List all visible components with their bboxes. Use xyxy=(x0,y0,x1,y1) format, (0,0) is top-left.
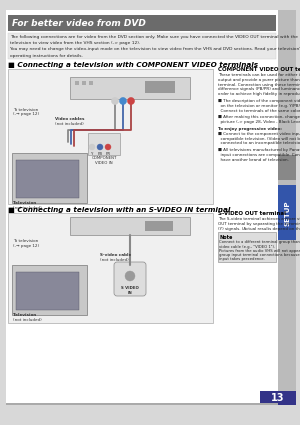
Bar xyxy=(12,265,87,315)
Circle shape xyxy=(119,97,127,105)
Bar xyxy=(8,213,213,323)
Text: have another brand of television.: have another brand of television. xyxy=(218,158,289,162)
Text: S-VIDEO OUT terminal: S-VIDEO OUT terminal xyxy=(218,211,286,216)
FancyBboxPatch shape xyxy=(114,262,146,296)
Text: (not included): (not included) xyxy=(100,258,129,262)
Text: S-video cable: S-video cable xyxy=(100,253,131,257)
Text: Television: Television xyxy=(13,201,36,205)
Circle shape xyxy=(105,144,111,150)
Text: SETUP: SETUP xyxy=(284,200,290,226)
Text: operating instructions for details.: operating instructions for details. xyxy=(10,54,83,58)
Bar xyxy=(16,160,79,198)
Text: S VIDEO
IN: S VIDEO IN xyxy=(121,286,139,295)
Text: 13: 13 xyxy=(271,393,285,403)
Text: The following connections are for video from the DVD section only. Make sure you: The following connections are for video … xyxy=(10,35,298,39)
Text: ■ After making this connection, change the black level for a better: ■ After making this connection, change t… xyxy=(218,116,300,119)
Bar xyxy=(145,81,175,93)
Bar xyxy=(70,217,190,235)
Text: Video cables: Video cables xyxy=(55,117,85,121)
Bar xyxy=(260,391,296,405)
Bar xyxy=(88,133,120,155)
Text: television to view video from the VHS section (-> page 12).: television to view video from the VHS se… xyxy=(10,41,140,45)
Text: To television: To television xyxy=(13,239,38,243)
Text: video cable (e.g., "VIDEO 1").: video cable (e.g., "VIDEO 1"). xyxy=(219,245,275,249)
Text: ■ The description of the component video input terminals depends: ■ The description of the component video… xyxy=(218,99,300,103)
Text: order to achieve high fidelity in reproducing colors.: order to achieve high fidelity in reprod… xyxy=(218,92,300,96)
Text: ■ All televisions manufactured by Panasonic and that have 480P: ■ All televisions manufactured by Panaso… xyxy=(218,148,300,152)
Circle shape xyxy=(128,97,134,105)
Text: Connect to terminals of the same color.: Connect to terminals of the same color. xyxy=(218,109,300,113)
Text: These terminals can be used for either interlace or progressive: These terminals can be used for either i… xyxy=(218,73,300,77)
Text: OUT terminal by separating the chrominance (C) and luminance: OUT terminal by separating the chrominan… xyxy=(218,222,300,226)
Text: connected to an incompatible television.): connected to an incompatible television.… xyxy=(218,142,300,145)
Text: You may need to change the video-input mode on the television to view video from: You may need to change the video-input m… xyxy=(10,48,300,51)
Text: The S-video terminal achieves a more vivid picture than the VIDEO: The S-video terminal achieves a more viv… xyxy=(218,217,300,221)
Bar xyxy=(16,272,79,310)
Text: (-→ page 12): (-→ page 12) xyxy=(13,244,39,248)
Text: input takes precedence.: input takes precedence. xyxy=(219,257,265,261)
Text: Connect to a different terminal group than that you used for the: Connect to a different terminal group th… xyxy=(219,241,300,244)
Circle shape xyxy=(89,144,95,150)
Text: Television: Television xyxy=(13,313,36,317)
Text: (-→ page 12): (-→ page 12) xyxy=(13,112,39,116)
Text: ■ Connecting a television with an S-VIDEO IN terminal: ■ Connecting a television with an S-VIDE… xyxy=(8,207,230,213)
Text: difference signals (PB/PR) and luminance signal (Y) separately in: difference signals (PB/PR) and luminance… xyxy=(218,88,300,91)
Text: output and provide a purer picture than the S-VIDEO OUT: output and provide a purer picture than … xyxy=(218,78,300,82)
Circle shape xyxy=(125,271,135,281)
Text: COMPONENT VIDEO OUT terminal: COMPONENT VIDEO OUT terminal xyxy=(218,67,300,72)
Bar xyxy=(6,403,278,405)
Text: (not included): (not included) xyxy=(13,206,42,210)
Text: COMPONENT
VIDEO IN: COMPONENT VIDEO IN xyxy=(91,156,117,164)
Bar xyxy=(145,221,173,231)
Bar xyxy=(278,185,296,240)
Bar xyxy=(8,15,276,31)
Text: picture (-> page 28, Video - Black Level Control).: picture (-> page 28, Video - Black Level… xyxy=(218,120,300,124)
Bar xyxy=(82,81,86,85)
Text: To television: To television xyxy=(13,108,38,112)
Text: input connections are compatible. Consult the manufacturer if you: input connections are compatible. Consul… xyxy=(218,153,300,157)
Text: For better video from DVD: For better video from DVD xyxy=(12,19,146,28)
Text: Pictures from the audio VHS will not appear when you use the same: Pictures from the audio VHS will not app… xyxy=(219,249,300,253)
Text: ■ Connect to the component video input terminals on a 480P-: ■ Connect to the component video input t… xyxy=(218,132,300,136)
Bar xyxy=(8,69,213,204)
Text: group input terminal connections because the S-video terminal: group input terminal connections because… xyxy=(219,253,300,257)
Text: (not included): (not included) xyxy=(13,318,42,322)
Circle shape xyxy=(112,97,118,105)
Text: To enjoy progressive video:: To enjoy progressive video: xyxy=(218,127,282,131)
Bar xyxy=(70,77,190,99)
Bar xyxy=(89,81,93,85)
Text: compatible television. (Video will not be displayed correctly if: compatible television. (Video will not b… xyxy=(218,136,300,141)
Text: on the television or monitor (e.g. Y/PB/PR, Y/B-Y/R-Y, Y/CB/CR...).: on the television or monitor (e.g. Y/PB/… xyxy=(218,104,300,108)
Bar xyxy=(278,155,296,180)
Text: Note: Note xyxy=(219,235,232,241)
Text: PB: PB xyxy=(98,152,103,156)
Bar xyxy=(8,33,276,59)
Text: (not included): (not included) xyxy=(55,122,84,126)
Text: Y: Y xyxy=(91,152,93,156)
Text: PR: PR xyxy=(106,152,110,156)
Bar xyxy=(75,81,79,85)
Text: terminal. Connection using these terminals outputs the color: terminal. Connection using these termina… xyxy=(218,82,300,87)
Text: ■ Connecting a television with COMPONENT VIDEO terminals: ■ Connecting a television with COMPONENT… xyxy=(8,62,258,68)
Bar xyxy=(218,232,276,262)
Bar xyxy=(12,153,87,203)
Circle shape xyxy=(97,144,103,150)
Bar xyxy=(278,10,296,405)
Text: (Y) signals. (Actual results depend on the television.): (Y) signals. (Actual results depend on t… xyxy=(218,227,300,231)
